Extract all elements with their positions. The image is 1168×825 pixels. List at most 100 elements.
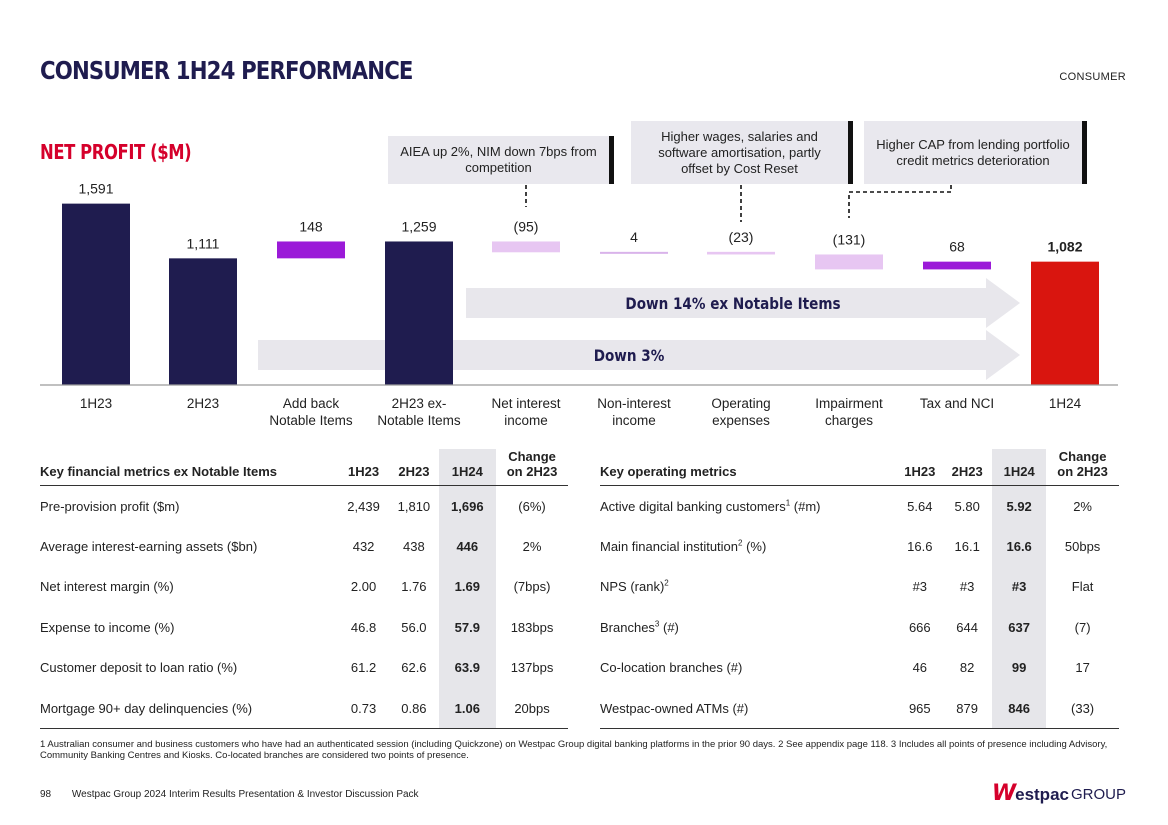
callout-impairment: Higher CAP from lending portfolio credit… [864,121,1087,184]
op-value-1h23: 16.6 [907,538,933,554]
op-value-change: 2% [1073,498,1092,514]
fin-metric-label: Customer deposit to loan ratio (%) [40,660,238,676]
bar-value-label: (131) [833,231,866,247]
fin-value-1h23: 2,439 [347,498,380,514]
fin-table-row: Customer deposit to loan ratio (%) 61.2 62… [40,647,568,688]
fin-table-row: Pre-provision profit ($m) 2,439 1,810 1,696… [40,485,568,526]
fin-metric-label: Net interest margin (%) [40,579,174,595]
op-metric-label-text: Westpac-owned ATMs (#) [600,700,749,716]
footer: 98 Westpac Group 2024 Interim Results Pr… [40,789,419,800]
financial-metrics-table: Key financial metrics ex Notable Items 1… [40,449,568,729]
bar-2h23 [169,258,237,385]
bar-value-label: 148 [299,218,323,234]
bar-value-label: 1,082 [1047,239,1082,255]
op-metric-label-text: Active digital banking customers [600,498,786,514]
fin-header-1h24: 1H24 [438,449,497,486]
x-tick-label: income [504,413,548,428]
op-value-1h23: #3 [912,579,928,595]
bar-operating-expenses [707,251,775,255]
down-ex-notable-arrow [466,278,1020,328]
fin-value-change: 137bps [510,660,554,676]
op-value-1h23: 5.64 [907,498,933,514]
fin-table-row: Net interest margin (%) 2.00 1.76 1.69 (7bps… [40,566,568,607]
bar-value-label: 1,591 [78,181,113,197]
fin-value-change: (6%) [518,498,546,514]
op-table-row: Active digital banking customers1 (#m) 5.… [600,485,1119,526]
op-table-row: Main financial institution2 (%) 16.6 16.1 1… [600,526,1119,567]
op-header-2h23: 2H23 [942,449,993,486]
op-value-1h24: 99 [992,647,1047,688]
fin-value-2h23: 0.86 [389,688,439,729]
fin-metric-label: Average interest-earning assets ($bn) [40,538,258,554]
op-metric-unit: (#) [659,619,679,635]
bar-value-label: (95) [514,218,539,234]
fin-metric-label: Expense to income (%) [40,619,175,635]
x-tick-label: Notable Items [377,413,461,428]
fin-value-1h23: 2.00 [350,579,377,595]
op-metric-label-text: Co-location branches (#) [600,660,743,676]
op-table-row: Co-location branches (#) 46 82 99 17 [600,647,1119,688]
op-metric-label: Branches3 (#) [600,607,897,648]
fin-value-1h24: 63.9 [438,647,497,688]
bar-value-label: 68 [949,239,965,255]
bar-non-interest-income [600,251,668,254]
x-tick-label: Net interest [491,396,560,411]
bar-value-label: 4 [630,229,638,245]
fin-metric-label: Pre-provision profit ($m) [40,498,180,514]
op-metric-unit: (%) [742,538,767,554]
op-value-1h24: #3 [992,566,1047,607]
op-table-row: NPS (rank)2 #3 #3 #3 Flat [600,566,1119,608]
bar-add-back-notable-items [277,241,345,259]
op-value-2h23: 16.1 [954,538,980,554]
callout-nii: AIEA up 2%, NIM down 7bps from competiti… [388,136,614,184]
fin-table-row: Average interest-earning assets ($bn) 432… [40,526,568,567]
fin-value-change: 183bps [510,619,554,635]
op-metric-unit: (#m) [790,498,821,514]
op-table-row: Westpac-owned ATMs (#) 965 879 846 (33) [600,688,1119,729]
x-tick-label: 2H23 [187,396,219,411]
bar-value-label: 1,259 [401,218,436,234]
annotation-down-ex-notable: Down 14% ex Notable Items [625,295,840,313]
x-tick-label: Operating [711,396,770,411]
bar-value-label: 1,111 [187,235,220,251]
fin-value-2h23: 56.0 [401,619,427,635]
fin-value-1h23: 432 [352,538,375,554]
bar-net-interest-income [492,241,560,253]
x-tick-label: Non-interest [597,396,671,411]
fin-header-label: Key financial metrics ex Notable Items [40,449,338,486]
op-header-label: Key operating metrics [600,449,898,486]
westpac-logo: W estpac GROUP [992,783,1126,805]
op-value-1h24: 16.6 [992,526,1047,567]
footnote-ref: 2 [664,578,669,588]
annotation-down-3pct: Down 3% [594,347,665,365]
fin-value-2h23: 1,810 [397,498,431,514]
op-metric-label-text: NPS (rank) [600,579,665,595]
op-value-1h23: 46 [912,660,928,676]
op-header-1h24: 1H24 [992,449,1047,486]
fin-value-2h23: 1.76 [401,579,427,595]
op-table-row: Branches3 (#) 666 644 637 (7) [600,607,1119,648]
fin-table-row: Mortgage 90+ day delinquencies (%) 0.73 0.… [40,688,568,729]
op-metric-label-text: Main financial institution [600,538,739,554]
fin-value-change: 2% [522,538,542,554]
bar-value-label: (23) [729,229,754,245]
x-tick-label: charges [825,413,873,428]
page-title: CONSUMER 1H24 PERFORMANCE [40,56,413,85]
op-value-change: (33) [1046,688,1119,729]
op-value-change: 50bps [1064,538,1101,554]
op-metric-label: Main financial institution2 (%) [600,526,897,567]
op-metric-label: NPS (rank)2 [600,567,897,608]
logo-group: GROUP [1070,786,1126,803]
footnote-ref: 3 [654,619,660,629]
op-value-1h23: 666 [908,619,931,635]
fin-value-2h23: 62.6 [401,660,427,676]
footer-text: Westpac Group 2024 Interim Results Prese… [71,789,419,800]
op-header-change: Change on 2H23 [1046,449,1119,486]
operating-metrics-table: Key operating metrics 1H23 2H23 1H24 Cha… [600,449,1119,729]
op-value-2h23: 82 [959,660,975,676]
op-value-1h23: 965 [897,688,943,729]
bar-2h23-ex-notable-items [385,241,453,385]
fin-value-1h24: 446 [438,526,497,567]
logo-name: estpac [1015,785,1069,804]
fin-value-change: 20bps [496,688,568,729]
